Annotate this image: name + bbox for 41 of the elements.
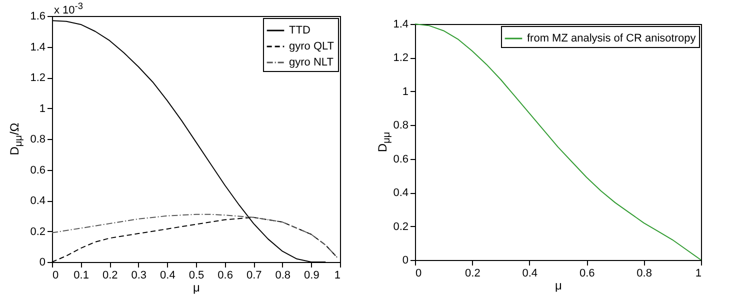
x-tick-label: 0.8	[636, 268, 652, 280]
x-tick-label: 0.9	[304, 270, 320, 282]
y-tick-label: 0	[39, 256, 46, 268]
legend-label: gyro QLT	[289, 40, 334, 52]
x-tick-label: 1	[334, 270, 340, 282]
y-tick-label: 0.4	[393, 187, 408, 200]
x-axis-title: μ	[193, 280, 200, 294]
x-tick-label: 0.1	[74, 270, 89, 282]
y-tick-label: 0.8	[393, 120, 408, 132]
x-tick-label: 0.2	[465, 268, 480, 280]
x-tick-label: 0.7	[246, 270, 262, 282]
y-tick-label: 0	[402, 254, 408, 266]
x-tick-label: 0.6	[579, 268, 595, 280]
legend-label: from MZ analysis of CR anisotropy	[527, 32, 696, 44]
y-tick-label: 1	[402, 86, 408, 98]
x-tick-label: 0.4	[522, 268, 538, 280]
x-tick-label: 0.8	[275, 270, 291, 282]
y-tick-label: 1.2	[30, 72, 46, 84]
x-axis-title: μ	[555, 278, 562, 292]
y-tick-label: 1	[39, 102, 46, 115]
y-tick-label: 1.4	[30, 41, 46, 54]
y-tick-label: 1.2	[393, 52, 408, 64]
legend-label: gyro NLT	[289, 56, 334, 68]
x-tick-label: 0.2	[102, 270, 118, 282]
y-tick-label: 0.6	[393, 153, 408, 166]
y-tick-label: 0.4	[30, 195, 46, 207]
legend-label: TTD	[289, 24, 310, 36]
y-tick-label: 1.4	[393, 18, 408, 30]
x-tick-label: 0.3	[131, 270, 147, 282]
x-tick-label: 0.5	[188, 270, 204, 282]
y-tick-label: 0.6	[30, 164, 46, 176]
x-tick-label: 0.4	[160, 270, 176, 282]
y-tick-label: 0.8	[30, 134, 46, 146]
x-tick-label: 0	[52, 270, 59, 282]
text: x 10$^{-3}$	[54, 1, 83, 17]
y-tick-label: 1.6	[30, 10, 46, 22]
y-tick-label: 0.2	[30, 226, 46, 238]
x-tick-label: 0.6	[218, 270, 233, 282]
x-tick-label: 1	[695, 268, 702, 280]
y-tick-label: 0.2	[393, 220, 408, 233]
x-tick-label: 0	[416, 268, 422, 280]
